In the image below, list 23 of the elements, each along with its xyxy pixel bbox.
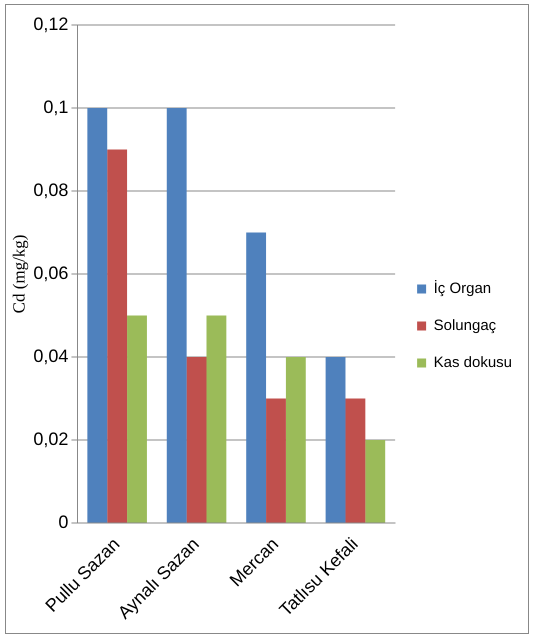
bar bbox=[345, 398, 366, 522]
bar bbox=[326, 356, 346, 522]
bar bbox=[365, 440, 386, 522]
bar bbox=[246, 232, 266, 522]
y-tick-label: 0,12 bbox=[33, 14, 68, 34]
bar bbox=[166, 108, 187, 522]
legend-label: Kas dokusu bbox=[434, 354, 512, 372]
y-tick-label: 0,1 bbox=[43, 96, 68, 117]
y-tick-label: 0,06 bbox=[33, 262, 68, 283]
bar bbox=[107, 149, 128, 522]
bar bbox=[127, 315, 147, 522]
y-tick-label: 0,02 bbox=[33, 428, 68, 449]
y-tick-label: 0,04 bbox=[33, 346, 68, 366]
legend-label: Solungaç bbox=[434, 317, 497, 334]
y-axis-title: Cd (mg/kg) bbox=[10, 234, 29, 314]
legend-label: İç Organ bbox=[434, 279, 492, 298]
y-tick-label: 0,08 bbox=[33, 180, 68, 200]
bar bbox=[87, 108, 108, 522]
bar bbox=[186, 356, 206, 522]
bar bbox=[266, 398, 286, 522]
bar bbox=[286, 356, 306, 522]
bar bbox=[206, 315, 226, 522]
y-tick-label: 0 bbox=[58, 512, 68, 532]
